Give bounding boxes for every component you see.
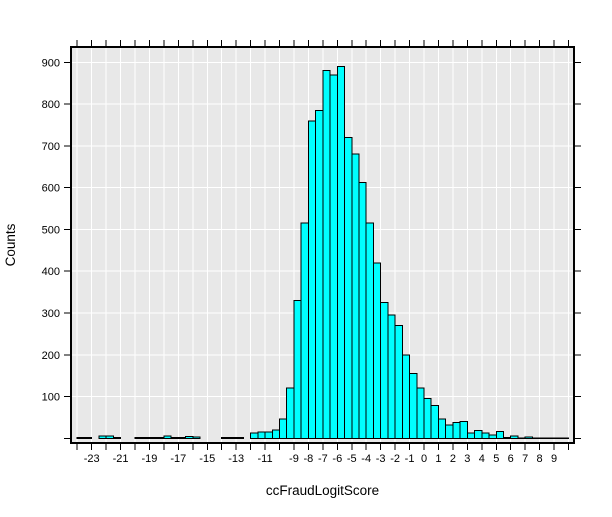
histogram-bar [481, 432, 490, 439]
y-axis-title: Counts [3, 223, 18, 266]
histogram-bar [192, 436, 201, 439]
histogram-bar [437, 418, 447, 439]
histogram-bar [322, 70, 331, 439]
y-tick-label: 100 [42, 392, 60, 404]
histogram-bar [524, 436, 533, 439]
histogram-bar [372, 262, 382, 439]
histogram-bar [235, 436, 244, 439]
histogram-bar [409, 373, 418, 439]
y-tick-label: 500 [42, 224, 60, 236]
histogram-bar [329, 74, 338, 439]
x-tick-label: 8 [537, 453, 543, 465]
x-tick-label: -23 [84, 453, 100, 465]
histogram-bar [257, 431, 266, 439]
plot-frame [70, 46, 575, 444]
histogram-bar [452, 421, 461, 439]
histogram-bar [76, 436, 85, 439]
histogram-bar [315, 109, 324, 439]
y-tick-label: 900 [42, 57, 60, 69]
histogram-bar [112, 436, 122, 439]
histogram-bar [105, 435, 114, 439]
histogram-bar [163, 435, 172, 439]
histogram-bar [488, 434, 497, 439]
histogram-bar [293, 299, 302, 439]
x-tick-label: -4 [361, 453, 371, 465]
histogram-bar [98, 435, 107, 439]
histogram-bar [148, 436, 158, 439]
histogram-bar [177, 436, 187, 439]
histogram-bar [307, 120, 317, 439]
histogram-bar [358, 182, 367, 439]
x-tick-label: -2 [390, 453, 400, 465]
x-tick-label: -3 [376, 453, 386, 465]
histogram-bar [502, 436, 512, 439]
x-tick-label: -17 [170, 453, 186, 465]
x-tick-label: -21 [113, 453, 129, 465]
histogram-bar [185, 436, 194, 439]
y-tick-label: 700 [42, 141, 60, 153]
x-tick-label: -6 [332, 453, 342, 465]
histogram-bar [141, 436, 150, 439]
histogram-bar [495, 431, 504, 439]
histogram-bar [380, 302, 389, 439]
y-tick-label: 200 [42, 350, 60, 362]
histogram-bar [445, 424, 454, 439]
histogram-bar [83, 436, 93, 439]
y-tick-label: 400 [42, 266, 60, 278]
x-tick-label: -13 [228, 453, 244, 465]
y-tick-label: 800 [42, 99, 60, 111]
histogram-bar [423, 398, 432, 439]
histogram-bar [430, 405, 439, 439]
x-tick-label: 2 [450, 453, 456, 465]
histogram-bar [466, 432, 476, 439]
histogram-bar [134, 436, 143, 439]
histogram-bar [387, 314, 396, 439]
histogram-bar [351, 153, 360, 439]
histogram-bar [264, 431, 273, 439]
histogram-bar [221, 436, 230, 439]
x-tick-label: 4 [479, 453, 485, 465]
histogram-bar [336, 66, 346, 439]
x-tick-label: -7 [318, 453, 328, 465]
x-tick-label: 0 [421, 453, 427, 465]
histogram-bar [416, 387, 425, 439]
plot-layer: -23 -21 -19 -17 -15 -13 -11 -9 -8 -7 -6 -5 -4 -3 -2 -1 0… [42, 40, 581, 465]
histogram-bar [474, 429, 483, 439]
y-tick-label: 300 [42, 308, 60, 320]
x-tick-label: -19 [141, 453, 157, 465]
histogram-bar [286, 387, 295, 439]
histogram-bar [394, 325, 403, 439]
histogram-bar [401, 354, 411, 439]
x-tick-label: -5 [347, 453, 357, 465]
histogram-bar [344, 137, 353, 439]
histogram-bar [228, 436, 237, 439]
histogram-bar [170, 436, 179, 439]
x-tick-label: -15 [199, 453, 215, 465]
histogram-bar [271, 429, 280, 439]
histogram-bar [156, 436, 165, 439]
x-tick-label: -1 [405, 453, 415, 465]
x-tick-label: 6 [508, 453, 514, 465]
x-tick-label: 7 [522, 453, 528, 465]
x-tick-label: 9 [551, 453, 557, 465]
histogram-bar [510, 435, 519, 439]
x-tick-label: -11 [258, 453, 273, 465]
x-tick-label: 1 [435, 453, 441, 465]
histogram-bar [300, 222, 309, 439]
histogram-bar [365, 222, 374, 439]
histogram-bar [279, 418, 288, 439]
x-axis-title: ccFraudLogitScore [266, 483, 379, 498]
x-tick-label: 5 [493, 453, 499, 465]
x-tick-label: -8 [304, 453, 314, 465]
x-tick-label: -9 [289, 453, 299, 465]
x-tick-label: 3 [464, 453, 470, 465]
histogram-bar [250, 432, 259, 439]
histogram-bar [459, 421, 468, 439]
y-tick-label: 600 [42, 183, 60, 195]
